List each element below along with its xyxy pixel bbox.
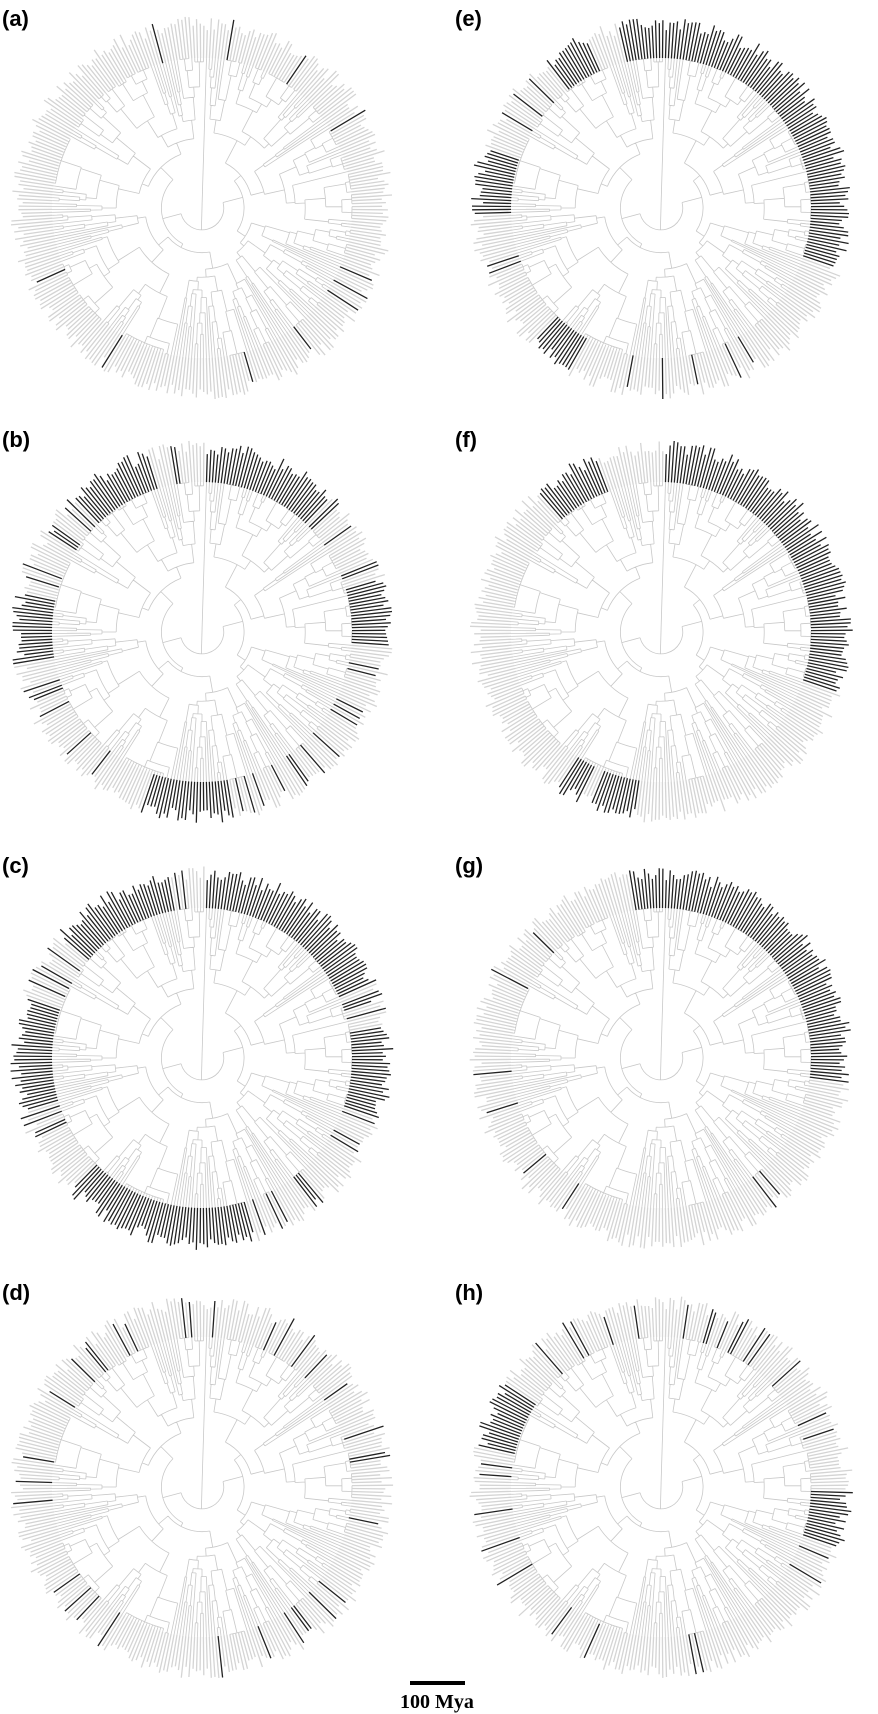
highlighted-tip-labels: [10, 870, 394, 1250]
panel-label: (c): [2, 853, 29, 878]
highlighted-tip-labels: [13, 1298, 391, 1678]
highlighted-tip-labels: [36, 19, 373, 382]
tree-branches: [510, 908, 812, 1209]
tree-branches: [510, 58, 812, 359]
tree-branches: [510, 1337, 812, 1638]
panel-label: (a): [2, 6, 29, 31]
highlighted-tip-labels: [539, 440, 853, 818]
tree-branches: [51, 58, 353, 359]
tip-labels: [11, 1298, 394, 1679]
tip-labels: [23, 866, 387, 1242]
panel-label: (f): [455, 427, 477, 452]
highlighted-tip-labels: [474, 1304, 853, 1675]
tip-labels: [469, 1296, 853, 1678]
panel-label: (d): [2, 1280, 30, 1305]
tip-labels: [469, 872, 849, 1249]
tip-labels: [14, 440, 393, 817]
panel-label: (b): [2, 427, 30, 452]
tip-labels: [10, 16, 393, 400]
tree-branches: [51, 482, 353, 783]
highlighted-tip-labels: [471, 18, 850, 400]
tip-labels: [470, 23, 841, 399]
tree-branches: [51, 908, 353, 1209]
highlighted-tip-labels: [473, 868, 851, 1210]
scale-bar-label: 100 Mya: [400, 1691, 474, 1713]
tree-branches: [510, 482, 812, 783]
tip-labels: [469, 441, 841, 823]
trees: [10, 16, 853, 1679]
highlighted-tip-labels: [12, 445, 393, 823]
panel-label: (g): [455, 853, 483, 878]
panel-label: (h): [455, 1280, 483, 1305]
tree-branches: [51, 1337, 353, 1638]
panel-label: (e): [455, 6, 482, 31]
